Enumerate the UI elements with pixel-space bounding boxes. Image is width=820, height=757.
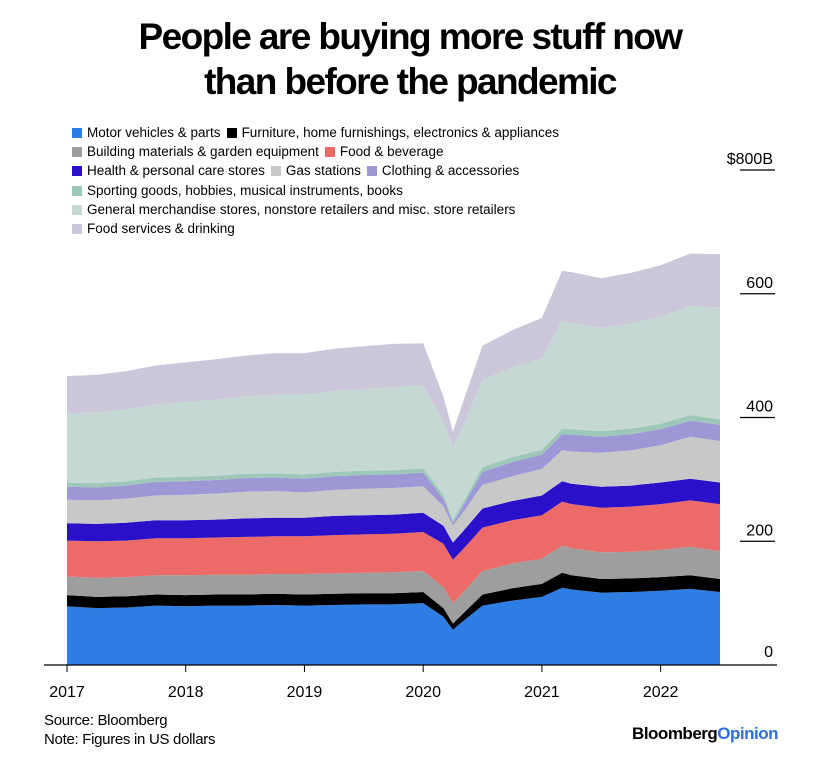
legend-swatch xyxy=(72,166,82,177)
legend-label: Building materials & garden equipment xyxy=(87,144,319,160)
y-tick-label: 400 xyxy=(746,399,773,416)
legend-item-food-services-drinking: Food services & drinking xyxy=(72,219,235,238)
title-line-1: People are buying more stuff now xyxy=(138,16,684,57)
y-tick-label: 0 xyxy=(764,644,773,661)
title-line-2: than before the pandemic xyxy=(204,61,617,102)
area-food-services-drinking xyxy=(67,253,720,448)
legend-item-food-beverage: Food & beverage xyxy=(324,142,444,161)
y-tick-label: $800B xyxy=(727,151,773,168)
legend-item-building-materials-garden-equipment: Building materials & garden equipment xyxy=(72,142,319,161)
y-tick-label: 200 xyxy=(746,522,773,539)
area-gas-stations xyxy=(67,436,720,543)
brand-main: Bloomberg xyxy=(632,724,718,743)
legend-row: General merchandise stores, nonstore ret… xyxy=(72,200,565,219)
legend-item-clothing-accessories: Clothing & accessories xyxy=(366,161,520,180)
chart-title: People are buying more stuff now than be… xyxy=(0,14,820,104)
legend-item-motor-vehicles-parts: Motor vehicles & parts xyxy=(72,123,221,142)
area-motor-vehicles-parts xyxy=(67,587,720,665)
legend-label: Motor vehicles & parts xyxy=(87,125,221,140)
axes: 2017 2018 2019 2020 2021 2022 0 200 400 600 $800B xyxy=(44,151,777,701)
x-tick-label: 2022 xyxy=(643,684,679,701)
dollars-note: Note: Figures in US dollars xyxy=(44,731,216,748)
area-sporting-goods-hobbies-musical-instruments-books xyxy=(67,415,720,523)
footer: Source: Bloomberg Note: Figures in US do… xyxy=(44,711,215,749)
legend-label: Health & personal care stores xyxy=(87,163,265,179)
y-tick-label: 600 xyxy=(746,275,773,292)
area-layers xyxy=(67,253,720,665)
legend-swatch xyxy=(72,147,82,158)
legend-label: Food services & drinking xyxy=(87,220,235,236)
legend-swatch xyxy=(270,166,281,177)
area-general-merchandise-stores-nonstore-retailers-and-misc-store-retailers xyxy=(67,306,720,520)
legend-row: Sporting goods, hobbies, musical instrum… xyxy=(72,181,565,200)
legend-label: Food & beverage xyxy=(339,144,444,160)
legend-row: Health & personal care stores Gas station… xyxy=(72,161,565,180)
legend-item-gas-stations: Gas stations xyxy=(270,161,361,180)
legend-item-furniture-home-furnishings-electronics-appliances: Furniture, home furnishings, electronics… xyxy=(226,123,559,142)
legend-label: Gas stations xyxy=(285,163,361,179)
legend-label: Furniture, home furnishings, electronics… xyxy=(241,125,559,140)
legend-swatch xyxy=(324,147,335,158)
legend-row: Motor vehicles & parts Furniture, home fu… xyxy=(72,123,565,142)
x-tick-label: 2021 xyxy=(524,684,560,701)
x-tick-label: 2020 xyxy=(405,684,441,701)
legend-item-general-merchandise-stores-nonstore-retailers-and-misc-store-retailers: General merchandise stores, nonstore ret… xyxy=(72,200,515,219)
source-note: Source: Bloomberg xyxy=(44,712,168,729)
legend-swatch xyxy=(226,128,237,138)
legend-swatch xyxy=(72,204,82,215)
area-food-beverage xyxy=(67,500,720,604)
legend-item-sporting-goods-hobbies-musical-instruments-books: Sporting goods, hobbies, musical instrum… xyxy=(72,181,403,200)
area-health-personal-care-stores xyxy=(67,478,720,560)
legend-label: Clothing & accessories xyxy=(381,163,520,179)
legend-swatch xyxy=(72,128,82,138)
legend-swatch xyxy=(366,166,377,177)
bloomberg-opinion-logo: BloombergOpinion xyxy=(632,724,778,744)
legend-label: Sporting goods, hobbies, musical instrum… xyxy=(87,182,403,198)
legend-swatch xyxy=(72,223,82,234)
area-furniture-home-furnishings-electronics-appliances xyxy=(67,572,720,630)
x-tick-label: 2018 xyxy=(168,684,204,701)
legend-item-health-personal-care-stores: Health & personal care stores xyxy=(72,161,265,180)
x-tick-label: 2017 xyxy=(49,684,85,701)
brand-accent: Opinion xyxy=(717,724,778,743)
legend-row: Building materials & garden equipment Foo… xyxy=(72,142,565,161)
legend-swatch xyxy=(72,185,82,196)
area-building-materials-garden-equipment xyxy=(67,545,720,624)
x-tick-label: 2019 xyxy=(287,684,323,701)
legend-row: Food services & drinking xyxy=(72,219,565,238)
area-clothing-accessories xyxy=(67,420,720,526)
legend-label: General merchandise stores, nonstore ret… xyxy=(87,201,516,217)
legend: Motor vehicles & parts Furniture, home fu… xyxy=(72,123,565,238)
